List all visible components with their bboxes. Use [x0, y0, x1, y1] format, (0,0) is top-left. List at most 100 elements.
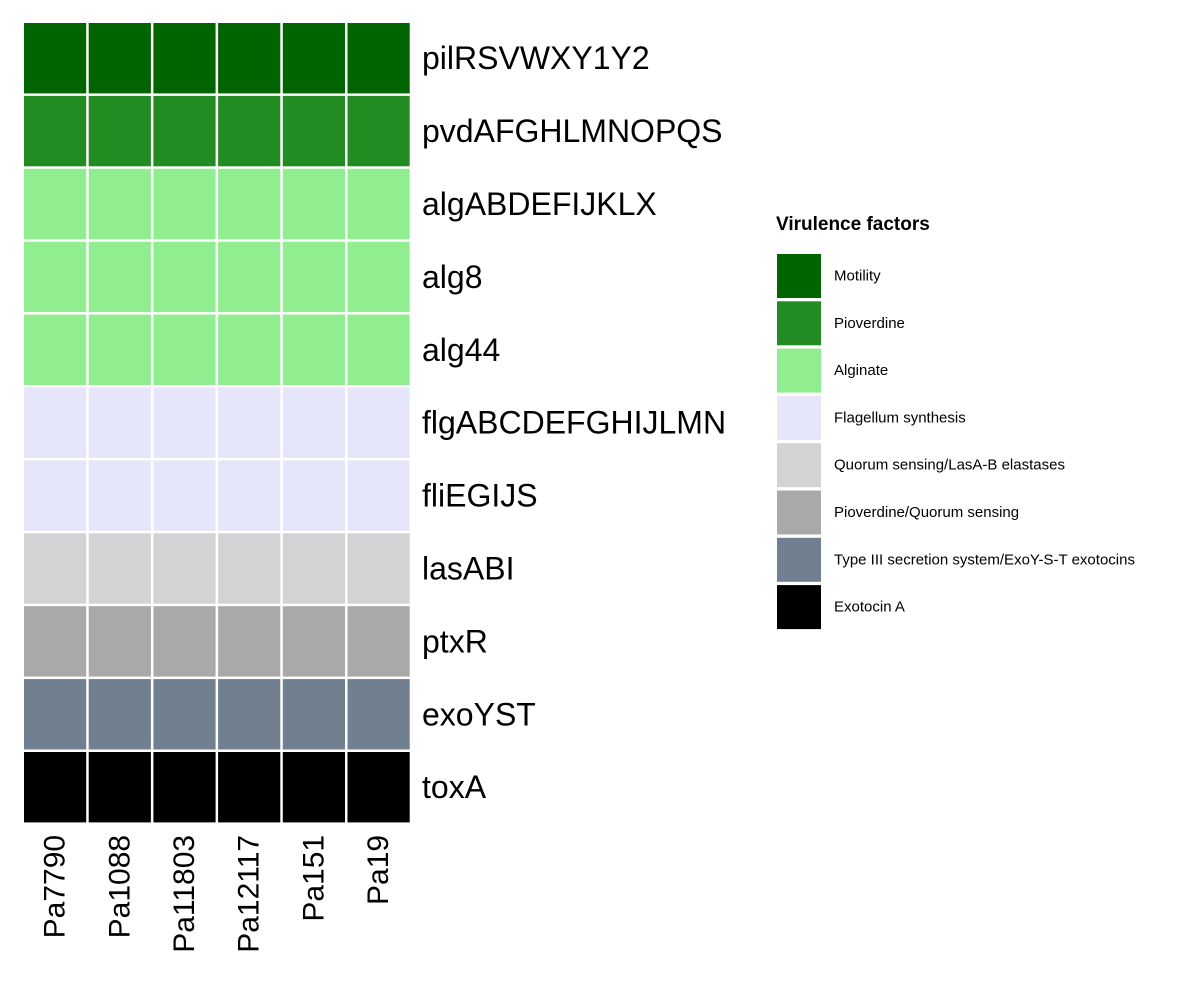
legend-key	[777, 585, 821, 630]
heatmap-cell-alg8-Pa151	[282, 241, 345, 313]
row-labels: pilRSVWXY1Y2 pvdAFGHLMNOPQS algABDEFIJKLX a…	[422, 40, 726, 805]
heatmap-cell-lasABI-Pa1088	[88, 533, 151, 604]
heatmap-cell-lasABI-Pa151	[282, 533, 345, 604]
heatmap-cell-exoYST-Pa11803	[153, 679, 216, 750]
heatmap-cell-toxA-Pa19	[347, 752, 410, 823]
heatmap-cell-flgABCDEFGHIJLMN-Pa151	[282, 387, 345, 458]
heatmap-cell-algABDEFIJKLX-Pa19	[347, 168, 410, 240]
legend-key	[777, 490, 821, 535]
heatmap-cell-toxA-Pa11803	[153, 752, 216, 823]
heatmap-cell-alg44-Pa1088	[88, 314, 151, 385]
heatmap-cell-algABDEFIJKLX-Pa12117	[218, 168, 281, 240]
heatmap-cell-ptxR-Pa19	[347, 606, 410, 677]
row-label: exoYST	[422, 696, 536, 732]
legend-label: Alginate	[834, 362, 888, 379]
legend-key	[777, 348, 821, 393]
heatmap-cell-alg8-Pa11803	[153, 241, 216, 313]
legend-label: Pioverdine	[834, 315, 905, 332]
heatmap-cell-exoYST-Pa12117	[218, 679, 281, 750]
legend-label: Quorum sensing/LasA-B elastases	[834, 457, 1065, 474]
heatmap-cell-lasABI-Pa7790	[24, 533, 87, 604]
heatmap-cell-ptxR-Pa151	[282, 606, 345, 677]
heatmap-cells	[24, 23, 410, 823]
heatmap-cell-alg8-Pa7790	[24, 241, 87, 313]
heatmap-cell-algABDEFIJKLX-Pa151	[282, 168, 345, 240]
heatmap-cell-flgABCDEFGHIJLMN-Pa7790	[24, 387, 87, 458]
row-label: pvdAFGHLMNOPQS	[422, 113, 723, 149]
heatmap-cell-alg44-Pa7790	[24, 314, 87, 385]
legend-key	[777, 301, 821, 346]
heatmap-cell-pvdAFGHLMNOPQS-Pa12117	[218, 95, 281, 167]
heatmap-cell-alg44-Pa11803	[153, 314, 216, 385]
heatmap-cell-pvdAFGHLMNOPQS-Pa7790	[24, 95, 87, 167]
heatmap-cell-fliEGIJS-Pa1088	[88, 460, 151, 531]
heatmap-cell-pilRSVWXY1Y2-Pa11803	[153, 23, 216, 94]
row-label: ptxR	[422, 623, 488, 659]
row-label: pilRSVWXY1Y2	[422, 40, 650, 76]
heatmap-cell-fliEGIJS-Pa7790	[24, 460, 87, 531]
heatmap-cell-pilRSVWXY1Y2-Pa7790	[24, 23, 87, 94]
row-label: alg8	[422, 259, 483, 295]
heatmap-cell-exoYST-Pa151	[282, 679, 345, 750]
heatmap-cell-algABDEFIJKLX-Pa1088	[88, 168, 151, 240]
legend-title: Virulence factors	[776, 214, 930, 235]
heatmap-cell-toxA-Pa1088	[88, 752, 151, 823]
legend-label: Motility	[834, 268, 881, 285]
heatmap-cell-algABDEFIJKLX-Pa7790	[24, 168, 87, 240]
heatmap-cell-algABDEFIJKLX-Pa11803	[153, 168, 216, 240]
heatmap-cell-alg8-Pa1088	[88, 241, 151, 313]
row-label: lasABI	[422, 551, 514, 587]
legend-key	[777, 537, 821, 582]
heatmap-cell-lasABI-Pa19	[347, 533, 410, 604]
heatmap-cell-flgABCDEFGHIJLMN-Pa12117	[218, 387, 281, 458]
heatmap-cell-alg8-Pa12117	[218, 241, 281, 313]
heatmap-cell-toxA-Pa7790	[24, 752, 87, 823]
heatmap-cell-pvdAFGHLMNOPQS-Pa1088	[88, 95, 151, 167]
heatmap-cell-pilRSVWXY1Y2-Pa1088	[88, 23, 151, 94]
heatmap-cell-pvdAFGHLMNOPQS-Pa151	[282, 95, 345, 167]
legend-key	[777, 254, 821, 298]
heatmap-cell-alg44-Pa12117	[218, 314, 281, 385]
heatmap-cell-ptxR-Pa12117	[218, 606, 281, 677]
heatmap-cell-fliEGIJS-Pa11803	[153, 460, 216, 531]
heatmap-cell-lasABI-Pa12117	[218, 533, 281, 604]
heatmap-cell-fliEGIJS-Pa151	[282, 460, 345, 531]
heatmap-cell-exoYST-Pa1088	[88, 679, 151, 750]
legend-key	[777, 443, 821, 488]
row-label: algABDEFIJKLX	[422, 186, 657, 222]
legend-label: Type III secretion system/ExoY-S-T exoto…	[834, 551, 1135, 568]
heatmap-cell-fliEGIJS-Pa19	[347, 460, 410, 531]
heatmap-cell-flgABCDEFGHIJLMN-Pa1088	[88, 387, 151, 458]
column-label: Pa151	[297, 835, 330, 922]
heatmap-cell-alg8-Pa19	[347, 241, 410, 313]
column-label: Pa19	[362, 835, 395, 905]
heatmap-cell-pilRSVWXY1Y2-Pa12117	[218, 23, 281, 94]
column-labels: Pa7790 Pa1088 Pa11803 Pa12117 Pa151 Pa19	[39, 835, 396, 953]
heatmap-cell-toxA-Pa151	[282, 752, 345, 823]
legend: Virulence factors Motility Pioverdine Algi…	[776, 214, 1135, 630]
column-label: Pa1088	[103, 835, 136, 938]
heatmap-cell-pvdAFGHLMNOPQS-Pa11803	[153, 95, 216, 167]
heatmap-cell-fliEGIJS-Pa12117	[218, 460, 281, 531]
legend-items: Motility Pioverdine Alginate Flagellum synt…	[777, 254, 1135, 630]
row-label: fliEGIJS	[422, 478, 538, 514]
heatmap-cell-ptxR-Pa11803	[153, 606, 216, 677]
heatmap-cell-ptxR-Pa7790	[24, 606, 87, 677]
column-label: Pa7790	[39, 835, 72, 938]
heatmap-cell-flgABCDEFGHIJLMN-Pa11803	[153, 387, 216, 458]
legend-label: Flagellum synthesis	[834, 409, 966, 426]
heatmap-cell-flgABCDEFGHIJLMN-Pa19	[347, 387, 410, 458]
heatmap-cell-lasABI-Pa11803	[153, 533, 216, 604]
column-label: Pa12117	[233, 835, 266, 953]
heatmap-cell-pvdAFGHLMNOPQS-Pa19	[347, 95, 410, 167]
heatmap-cell-pilRSVWXY1Y2-Pa19	[347, 23, 410, 94]
heatmap-cell-exoYST-Pa7790	[24, 679, 87, 750]
column-label: Pa11803	[168, 835, 201, 953]
heatmap-cell-alg44-Pa151	[282, 314, 345, 385]
row-label: flgABCDEFGHIJLMN	[422, 405, 726, 441]
row-label: toxA	[422, 769, 487, 805]
heatmap-cell-alg44-Pa19	[347, 314, 410, 385]
heatmap-cell-ptxR-Pa1088	[88, 606, 151, 677]
legend-key	[777, 395, 821, 440]
heatmap-cell-pilRSVWXY1Y2-Pa151	[282, 23, 345, 94]
